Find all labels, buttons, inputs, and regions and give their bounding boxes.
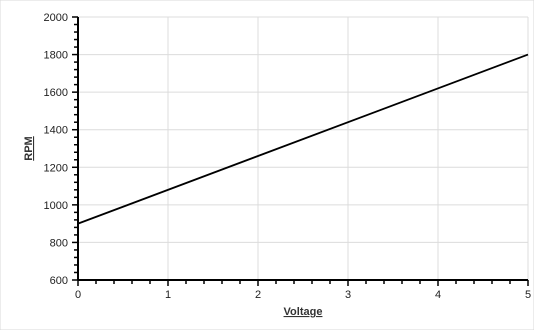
y-tick-label: 1200 [44, 162, 68, 174]
axes [72, 16, 529, 286]
y-tick-label: 2000 [44, 12, 68, 24]
series-layer [77, 53, 529, 225]
y-tick-label: 800 [50, 237, 68, 249]
x-tick-label: 4 [435, 289, 441, 301]
y-tick-label: 1800 [44, 50, 68, 62]
series-line [77, 53, 529, 225]
y-tick-label: 1000 [44, 200, 68, 212]
y-tick-label: 1600 [44, 87, 68, 99]
x-tick-label: 5 [525, 289, 531, 301]
x-tick-label: 1 [165, 289, 171, 301]
y-tick-label: 1400 [44, 125, 68, 137]
y-axis-title: RPM [23, 136, 35, 160]
x-axis-title: Voltage [284, 306, 323, 318]
x-tick-label: 3 [345, 289, 351, 301]
gridlines [78, 16, 529, 280]
x-tick-label: 0 [75, 289, 81, 301]
tick-labels: 0 1 2 3 4 5 600 800 1000 1200 1400 1600 1800 2000 [44, 12, 532, 301]
y-tick-label: 600 [50, 275, 68, 287]
x-tick-label: 2 [255, 289, 261, 301]
